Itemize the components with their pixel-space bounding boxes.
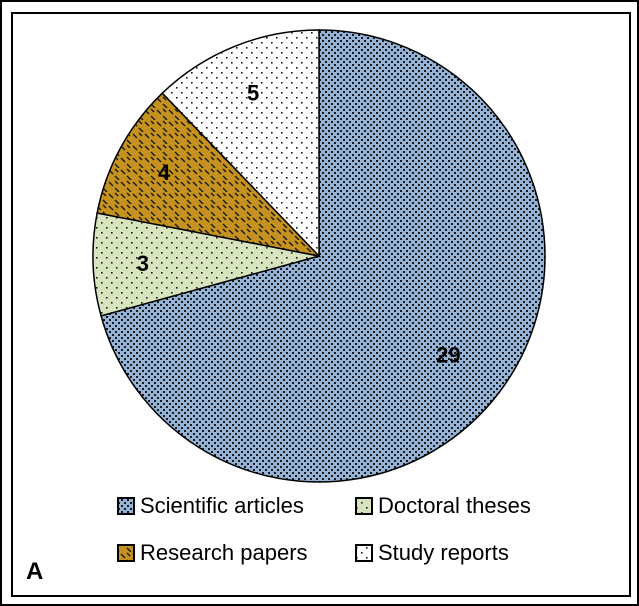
pie bbox=[92, 29, 546, 483]
legend-swatch-pattern-study-reports bbox=[355, 544, 373, 562]
legend: Scientific articles Doctoral theses Resear… bbox=[117, 493, 531, 565]
data-label-doctoral-theses: 3 bbox=[137, 251, 149, 276]
legend-label-doctoral-theses: Doctoral theses bbox=[378, 493, 531, 518]
legend-label-scientific-articles: Scientific articles bbox=[140, 493, 304, 518]
pie-slice-pattern-scientific-articles bbox=[100, 29, 546, 483]
pie-slice-pattern-research-papers bbox=[96, 92, 322, 258]
legend-swatch-pattern-scientific-articles bbox=[117, 497, 135, 515]
chart-area-border bbox=[11, 12, 631, 597]
data-label-study-reports: 5 bbox=[247, 80, 259, 105]
pie-slice-pattern-doctoral-theses bbox=[92, 212, 320, 317]
data-labels: 29 3 4 5 bbox=[137, 80, 461, 367]
panel-label: A bbox=[26, 558, 44, 585]
pie-slice-pattern-study-reports bbox=[161, 29, 320, 258]
data-label-scientific-articles: 29 bbox=[436, 343, 460, 368]
legend-swatch-pattern-research-papers bbox=[117, 544, 135, 562]
data-label-research-papers: 4 bbox=[158, 160, 171, 185]
legend-label-research-papers: Research papers bbox=[140, 540, 308, 565]
legend-swatch-pattern-doctoral-theses bbox=[355, 497, 373, 515]
legend-label-study-reports: Study reports bbox=[378, 540, 509, 565]
